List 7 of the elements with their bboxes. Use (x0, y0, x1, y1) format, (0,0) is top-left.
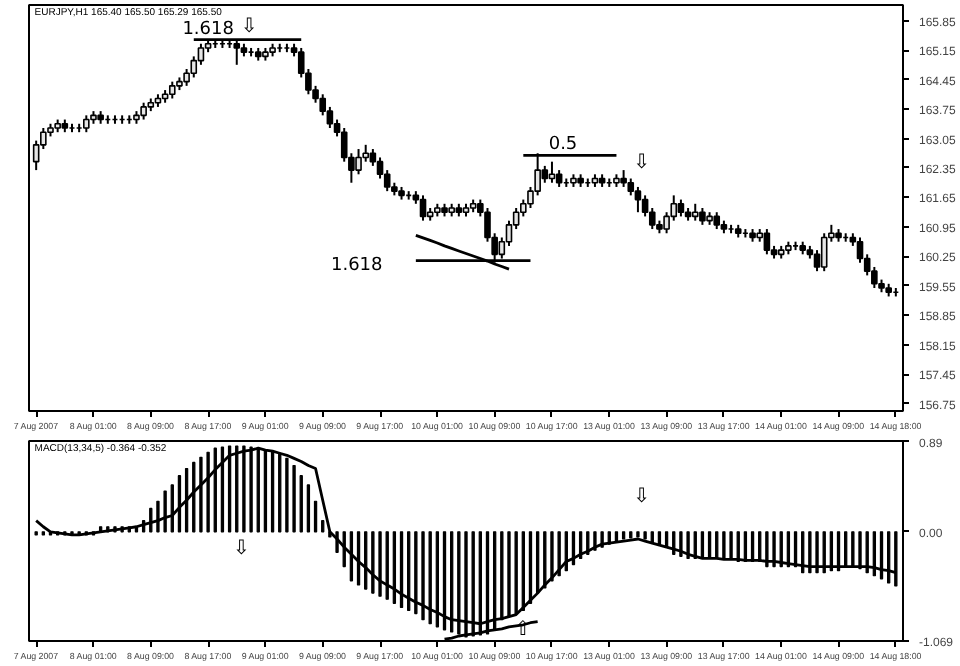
annotation: 1.618 (182, 20, 235, 41)
annotation: ⇩ (633, 486, 651, 508)
annotation: ⇩ (633, 152, 651, 175)
annotation: ⇩ (240, 16, 258, 39)
annotation: 1.618 (330, 255, 384, 276)
annotation: ⇩ (233, 538, 250, 560)
annotation: 0.5 (548, 134, 578, 155)
